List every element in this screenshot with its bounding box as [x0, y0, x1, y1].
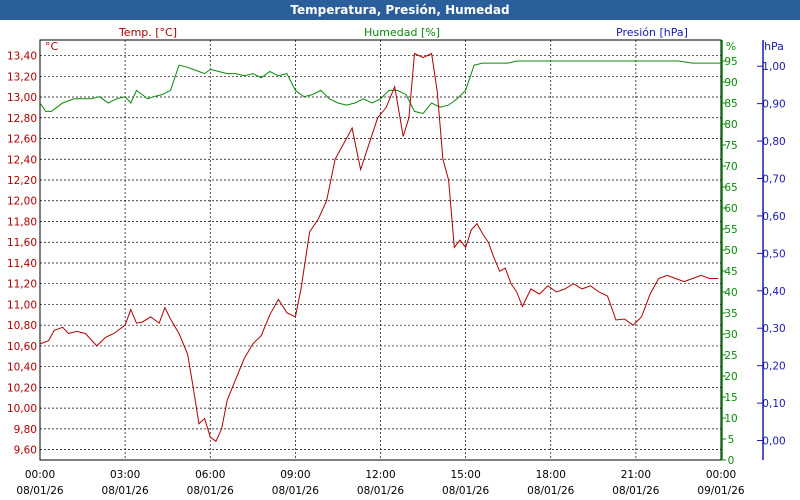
left-tick-label: 12,80 [7, 113, 37, 125]
pressure-axis-unit: hPa [764, 40, 784, 53]
plot-border [39, 39, 722, 461]
humidity-tick-label: 5 [728, 434, 735, 446]
grid-lines [40, 40, 721, 460]
humidity-tick-label: 70 [724, 161, 737, 173]
pressure-tick-label: 0,30 [762, 323, 785, 335]
left-axis-unit: °C [45, 40, 59, 53]
humidity-tick-label: 80 [724, 119, 737, 131]
left-tick-label: 9,60 [14, 445, 37, 457]
pressure-tick-label: 1,00 [762, 61, 785, 73]
humidity-tick-label: 0 [728, 455, 735, 467]
x-tick-date: 08/01/26 [102, 485, 149, 497]
pressure-axis-ticks: 0,00 0,10 0,20 0,30 0,40 0,50 0,60 0,70 0,80 0,90… [757, 61, 786, 448]
humidity-tick-label: 50 [724, 245, 737, 257]
left-tick-label: 10,00 [7, 403, 37, 415]
pressure-tick-label: 0,50 [762, 248, 785, 260]
x-tick-date: 08/01/26 [187, 485, 234, 497]
chart-area: °C Temp. [°C] Humedad [%] Presión [hPa] … [7, 26, 786, 497]
humidity-tick-label: 40 [724, 287, 737, 299]
x-tick-date: 08/01/26 [272, 485, 319, 497]
x-tick-time: 06:00 [195, 469, 225, 481]
left-axis-ticks: 9,60 9,80 10,00 10,20 10,40 10,60 10,80 11,00 11… [7, 51, 37, 457]
x-tick-time: 00:00 [25, 469, 55, 481]
pressure-tick-label: 0,90 [762, 99, 785, 111]
left-tick-label: 9,80 [14, 424, 37, 436]
humidity-tick-label: 90 [724, 77, 737, 89]
x-tick-date: 08/01/26 [357, 485, 404, 497]
pressure-tick-label: 0,20 [762, 361, 785, 373]
x-tick-time: 12:00 [365, 469, 395, 481]
x-axis-ticks: 00:00 08/01/26 03:00 08/01/26 06:00 08/01/26 0… [16, 469, 744, 497]
humidity-tick-label: 10 [724, 413, 737, 425]
left-tick-label: 10,80 [7, 320, 37, 332]
x-tick-time: 09:00 [280, 469, 310, 481]
x-tick-time: 03:00 [110, 469, 140, 481]
humidity-tick-label: 55 [724, 224, 737, 236]
humidity-tick-label: 20 [724, 371, 737, 383]
left-tick-label: 11,00 [7, 299, 37, 311]
left-tick-label: 12,60 [7, 134, 37, 146]
pressure-tick-label: 0,00 [762, 436, 785, 448]
x-tick-time: 00:00 [706, 469, 736, 481]
x-tick-date: 08/01/26 [527, 485, 574, 497]
left-tick-label: 11,80 [7, 216, 37, 228]
left-tick-label: 10,60 [7, 341, 37, 353]
chart-title: Temperatura, Presión, Humedad [0, 0, 800, 20]
humidity-tick-label: 35 [724, 308, 737, 320]
pressure-series-label: Presión [hPa] [616, 26, 688, 39]
humidity-tick-label: 65 [724, 182, 737, 194]
x-tick-time: 21:00 [621, 469, 651, 481]
pressure-tick-label: 0,10 [762, 398, 785, 410]
pressure-tick-label: 0,40 [762, 286, 785, 298]
left-tick-label: 13,20 [7, 71, 37, 83]
left-tick-label: 11,60 [7, 237, 37, 249]
humidity-tick-label: 95 [724, 56, 737, 68]
left-tick-label: 12,20 [7, 175, 37, 187]
left-tick-label: 11,20 [7, 279, 37, 291]
x-tick-time: 15:00 [450, 469, 480, 481]
left-tick-label: 12,40 [7, 154, 37, 166]
humidity-axis-ticks: 0 5 10 15 20 25 30 35 40 45 50 55 60 65 70 75 80 85 90 95 [722, 56, 738, 467]
left-tick-label: 12,00 [7, 196, 37, 208]
left-tick-label: 13,40 [7, 51, 37, 63]
x-tick-date: 09/01/26 [697, 485, 744, 497]
humidity-tick-label: 30 [724, 329, 737, 341]
humidity-tick-label: 60 [724, 203, 737, 215]
humidity-axis-unit: % [726, 40, 736, 53]
temperature-series-line [39, 52, 719, 443]
left-tick-label: 10,20 [7, 382, 37, 394]
humidity-series-line [39, 60, 721, 115]
left-tick-label: 11,40 [7, 258, 37, 270]
plot-frame [39, 39, 764, 461]
pressure-tick-label: 0,60 [762, 211, 785, 223]
humidity-series-label: Humedad [%] [364, 26, 440, 39]
x-tick-time: 18:00 [536, 469, 566, 481]
x-tick-date: 08/01/26 [16, 485, 63, 497]
humidity-tick-label: 85 [724, 98, 737, 110]
x-tick-date: 08/01/26 [612, 485, 659, 497]
pressure-tick-label: 0,80 [762, 136, 785, 148]
humidity-tick-label: 15 [724, 392, 737, 404]
humidity-tick-label: 75 [724, 140, 737, 152]
humidity-tick-label: 25 [724, 350, 737, 362]
left-tick-label: 10,40 [7, 362, 37, 374]
pressure-tick-label: 0,70 [762, 174, 785, 186]
temp-series-label: Temp. [°C] [118, 26, 177, 39]
left-tick-label: 13,00 [7, 92, 37, 104]
x-tick-date: 08/01/26 [442, 485, 489, 497]
humidity-tick-label: 45 [724, 266, 737, 278]
